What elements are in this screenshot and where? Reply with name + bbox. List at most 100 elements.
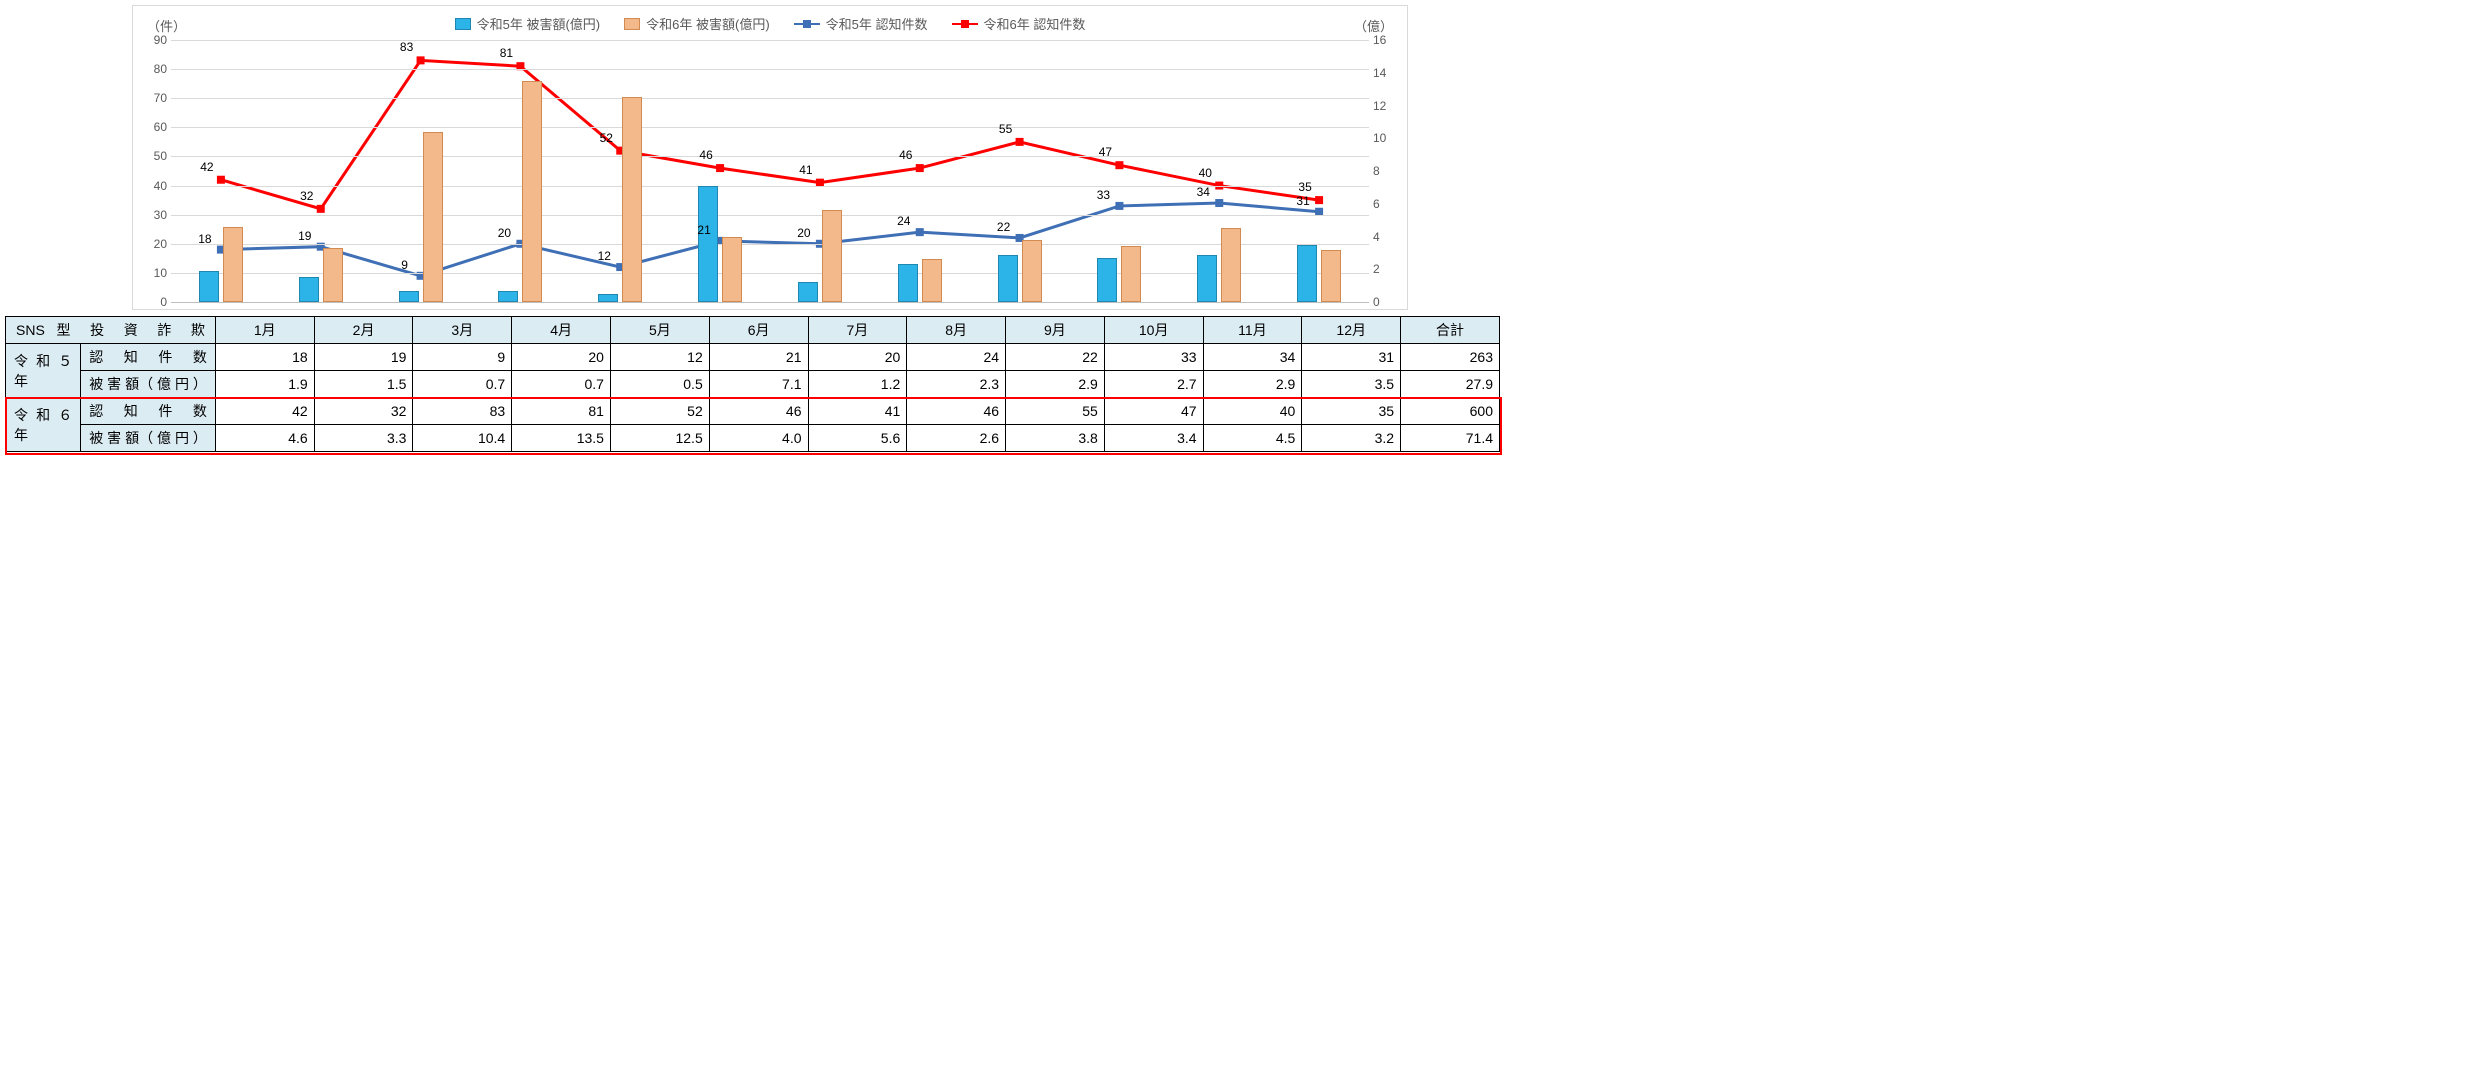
cell: 4.5 [1203,425,1302,452]
data-label-line_r6_count: 83 [400,40,413,54]
bar-bar_r6_damage [1321,250,1341,302]
y-left-tick: 60 [145,120,167,134]
cell: 46 [907,398,1006,425]
cell: 55 [1006,398,1105,425]
cell: 2.7 [1104,371,1203,398]
cell: 71.4 [1401,425,1500,452]
col-header: 1月 [215,317,314,344]
table-row: 被 害 額（ 億 円 ）4.63.310.413.512.54.05.62.63… [6,425,1500,452]
y-left-tick: 80 [145,62,167,76]
col-header: 12月 [1302,317,1401,344]
bar-bar_r5_damage [798,282,818,302]
table-row: 令 和 ５ 年認 知 件 数18199201221202422333431263 [6,344,1500,371]
bar-bar_r6_damage [922,259,942,302]
col-header: 2月 [314,317,413,344]
data-label-line_r6_count: 81 [500,46,513,60]
cell: 83 [413,398,512,425]
y-left-tick: 20 [145,237,167,251]
data-label-line_r6_count: 42 [200,160,213,174]
grid-line [171,127,1369,128]
bar-bar_r6_damage [722,237,742,303]
data-label-line_r5_count: 12 [598,249,611,263]
row-label: 被 害 額（ 億 円 ） [81,371,216,398]
legend-swatch [624,18,640,30]
table-row: 被 害 額（ 億 円 ）1.91.50.70.70.57.11.22.32.92… [6,371,1500,398]
cell: 13.5 [512,425,611,452]
figure-root: （件） （億） 令和5年 被害額(億円)令和6年 被害額(億円)令和5年 認知件… [0,0,1505,457]
legend: 令和5年 被害額(億円)令和6年 被害額(億円)令和5年 認知件数令和6年 認知… [133,14,1407,33]
bar-bar_r5_damage [299,277,319,302]
bar-bar_r5_damage [598,294,618,302]
cell: 3.4 [1104,425,1203,452]
data-label-line_r6_count: 40 [1199,166,1212,180]
table-wrap: SNS 型 投 資 詐 欺1月2月3月4月5月6月7月8月9月10月11月12月… [5,316,1500,452]
y-right-tick: 14 [1373,66,1395,80]
data-label-line_r6_count: 46 [899,148,912,162]
y-right-tick: 10 [1373,131,1395,145]
col-header: 9月 [1006,317,1105,344]
cell: 12 [610,344,709,371]
cell: 3.2 [1302,425,1401,452]
y-right-tick: 4 [1373,230,1395,244]
marker-line_r6_count [317,205,325,213]
data-label-line_r5_count: 19 [298,229,311,243]
cell: 2.9 [1006,371,1105,398]
table-header-row: SNS 型 投 資 詐 欺1月2月3月4月5月6月7月8月9月10月11月12月… [6,317,1500,344]
legend-item: 令和6年 被害額(億円) [624,14,770,33]
cell: 20 [808,344,907,371]
legend-swatch [952,18,978,30]
bar-bar_r6_damage [1221,228,1241,302]
cell: 7.1 [709,371,808,398]
line-svg [171,40,1369,302]
data-label-line_r5_count: 20 [498,226,511,240]
marker-line_r6_count [217,176,225,184]
y-left-tick: 30 [145,208,167,222]
grid-line [171,273,1369,274]
data-label-line_r6_count: 41 [799,163,812,177]
marker-line_r5_count [1215,199,1223,207]
table-title: SNS 型 投 資 詐 欺 [6,317,216,344]
data-label-line_r5_count: 34 [1197,185,1210,199]
cell: 2.9 [1203,371,1302,398]
legend-label: 令和5年 認知件数 [826,14,928,33]
col-header: 合計 [1401,317,1500,344]
y-right-tick: 12 [1373,99,1395,113]
row-label: 被 害 額（ 億 円 ） [81,425,216,452]
bar-bar_r6_damage [223,227,243,302]
cell: 2.3 [907,371,1006,398]
cell: 0.7 [413,371,512,398]
cell: 0.7 [512,371,611,398]
chart-frame: （件） （億） 令和5年 被害額(億円)令和6年 被害額(億円)令和5年 認知件… [132,5,1408,310]
data-label-line_r5_count: 9 [401,258,408,272]
data-table: SNS 型 投 資 詐 欺1月2月3月4月5月6月7月8月9月10月11月12月… [5,316,1500,452]
marker-line_r6_count [417,56,425,64]
col-header: 7月 [808,317,907,344]
legend-label: 令和6年 認知件数 [984,14,1086,33]
cell: 3.5 [1302,371,1401,398]
cell: 18 [215,344,314,371]
cell: 3.3 [314,425,413,452]
col-header: 4月 [512,317,611,344]
data-label-line_r6_count: 47 [1099,145,1112,159]
col-header: 5月 [610,317,709,344]
bar-bar_r6_damage [1121,246,1141,302]
bar-bar_r6_damage [522,81,542,302]
cell: 600 [1401,398,1500,425]
cell: 9 [413,344,512,371]
cell: 1.2 [808,371,907,398]
legend-label: 令和6年 被害額(億円) [646,14,770,33]
cell: 32 [314,398,413,425]
plot-area: 0102030405060708090024681012141642328381… [171,40,1369,303]
legend-item: 令和6年 認知件数 [952,14,1086,33]
data-label-line_r5_count: 31 [1296,194,1309,208]
bar-bar_r5_damage [1297,245,1317,302]
cell: 31 [1302,344,1401,371]
cell: 34 [1203,344,1302,371]
col-header: 11月 [1203,317,1302,344]
marker-line_r6_count [1315,196,1323,204]
bar-bar_r6_damage [622,97,642,302]
cell: 4.6 [215,425,314,452]
data-label-line_r5_count: 21 [697,223,710,237]
cell: 33 [1104,344,1203,371]
cell: 22 [1006,344,1105,371]
